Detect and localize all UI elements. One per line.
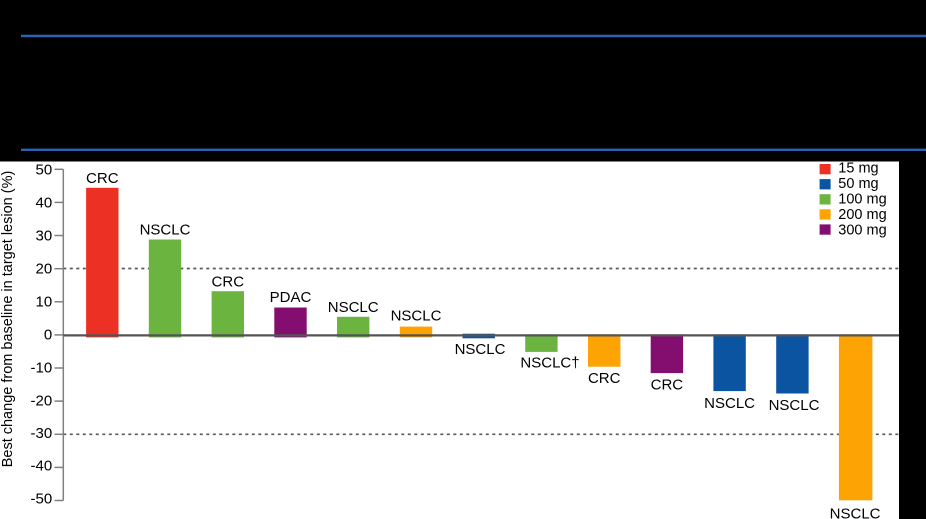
svg-text:100 mg: 100 mg: [838, 192, 886, 208]
svg-text:CRC: CRC: [86, 170, 119, 187]
svg-text:15 mg: 15 mg: [838, 161, 878, 177]
svg-text:30: 30: [36, 227, 53, 244]
svg-text:NSCLC: NSCLC: [830, 505, 881, 519]
svg-text:50: 50: [36, 162, 53, 179]
svg-text:-10: -10: [31, 359, 53, 376]
svg-text:NSCLC: NSCLC: [769, 397, 820, 414]
svg-text:CRC: CRC: [588, 370, 621, 387]
svg-text:PDAC: PDAC: [270, 289, 312, 306]
svg-text:-50: -50: [31, 490, 53, 507]
svg-text:NSCLC: NSCLC: [455, 341, 506, 358]
svg-text:NSCLC: NSCLC: [328, 299, 379, 316]
svg-text:NSCLC: NSCLC: [140, 222, 191, 239]
svg-text:NSCLC†: NSCLC†: [520, 355, 579, 372]
svg-text:0: 0: [44, 326, 52, 343]
svg-text:40: 40: [36, 195, 53, 212]
svg-text:50 mg: 50 mg: [838, 176, 878, 192]
svg-text:NSCLC: NSCLC: [391, 308, 442, 325]
svg-text:200 mg: 200 mg: [838, 207, 886, 223]
svg-text:-30: -30: [31, 425, 53, 442]
svg-text:CRC: CRC: [651, 377, 684, 394]
svg-text:NSCLC: NSCLC: [704, 395, 755, 412]
svg-text:Best change from baseline in t: Best change from baseline in target lesi…: [0, 171, 16, 468]
svg-text:300 mg: 300 mg: [838, 222, 886, 238]
svg-text:20: 20: [36, 260, 53, 277]
svg-text:CRC: CRC: [212, 273, 245, 290]
svg-text:10: 10: [36, 293, 53, 310]
svg-text:-20: -20: [31, 392, 53, 409]
svg-text:-40: -40: [31, 458, 53, 475]
